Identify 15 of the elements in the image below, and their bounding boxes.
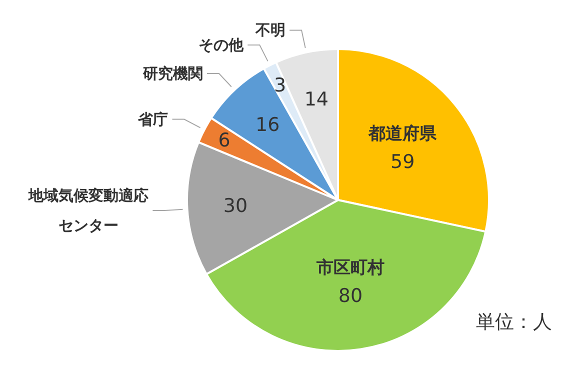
data-label: 16 — [256, 114, 280, 136]
data-label: 80 — [338, 285, 363, 308]
slice-label: 地域気候変動適応センター — [28, 186, 149, 234]
data-label: 3 — [274, 74, 286, 96]
data-label: 6 — [218, 129, 230, 152]
slice-label: 研究機関 — [142, 64, 203, 83]
data-label: 30 — [223, 195, 248, 218]
data-label: 59 — [390, 150, 415, 173]
data-label: 14 — [304, 88, 329, 111]
slice-label: 市区町村 — [315, 258, 384, 278]
slice-label: 不明 — [254, 21, 286, 40]
slice-label: 都道府県 — [368, 124, 438, 144]
slice-label: 省庁 — [137, 110, 168, 128]
text: 単位：人 — [476, 311, 552, 333]
slice-label: その他 — [198, 36, 245, 54]
